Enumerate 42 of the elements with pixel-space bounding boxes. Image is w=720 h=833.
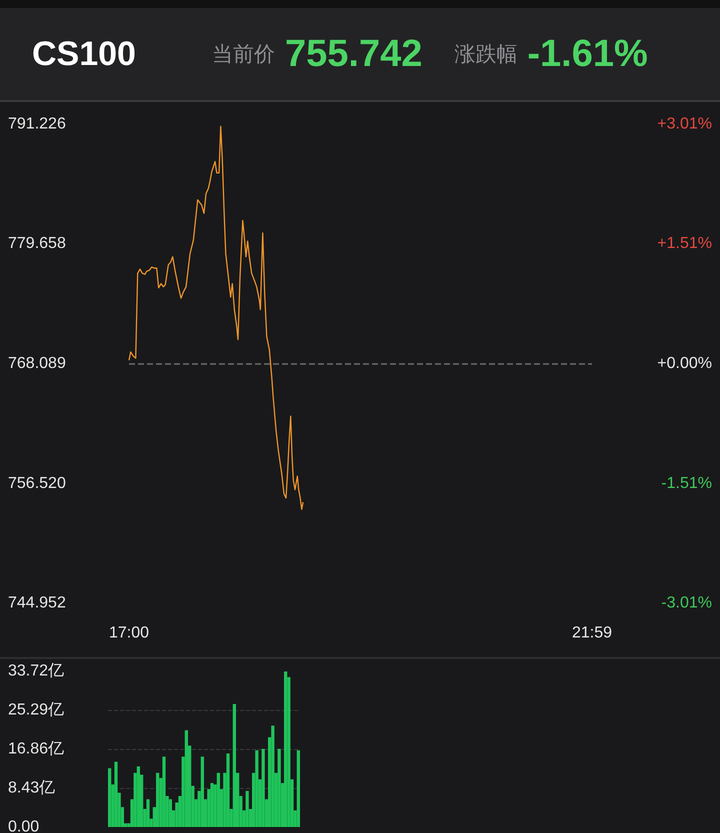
bar [216, 772, 220, 827]
text: -1.61% [527, 32, 648, 76]
bar [156, 772, 160, 827]
bar [226, 753, 230, 827]
bar [271, 726, 274, 827]
bar [262, 748, 265, 827]
y-tick-label: 16.86亿 [8, 740, 64, 758]
line-series [128, 126, 304, 510]
y2-tick-label: +1.51% [657, 234, 712, 252]
y-tick-label: 791.226 [8, 116, 66, 132]
bar [232, 704, 236, 827]
bar [184, 730, 188, 827]
bar [136, 766, 140, 827]
y-tick-label: 779.658 [8, 235, 66, 252]
bar [278, 748, 281, 827]
y2-tick-label: +3.01% [657, 116, 712, 132]
y2-tick-label: -3.01% [661, 594, 712, 612]
y-tick-label: 8.43亿 [8, 780, 56, 796]
y-tick-label: 744.952 [8, 594, 66, 612]
y-tick-label: 768.089 [8, 355, 66, 372]
chart-title: CS100 [32, 34, 137, 74]
bar [108, 768, 112, 827]
y2-tick-label: +0.00% [657, 355, 712, 372]
bar [200, 756, 204, 827]
bar [246, 790, 249, 827]
y-tick-label: 756.520 [8, 474, 66, 492]
bar [168, 799, 172, 827]
bar [255, 750, 258, 827]
bar [296, 750, 300, 827]
bar [114, 762, 118, 827]
bar [284, 672, 288, 827]
y-tick-label: 33.72亿 [8, 662, 64, 680]
bar [146, 799, 150, 827]
y-tick-label: 0.00 [8, 818, 40, 833]
x-tick-label: 17:00 [108, 624, 150, 642]
x-tick-label: 21:59 [572, 624, 612, 642]
bar [162, 756, 166, 827]
text: 755.742 [285, 32, 422, 76]
text: 涨跌幅 [454, 42, 518, 68]
y2-tick-label: -1.51% [661, 475, 712, 492]
y-tick-label: 25.29亿 [8, 702, 64, 718]
text: 当前价 [212, 42, 275, 68]
